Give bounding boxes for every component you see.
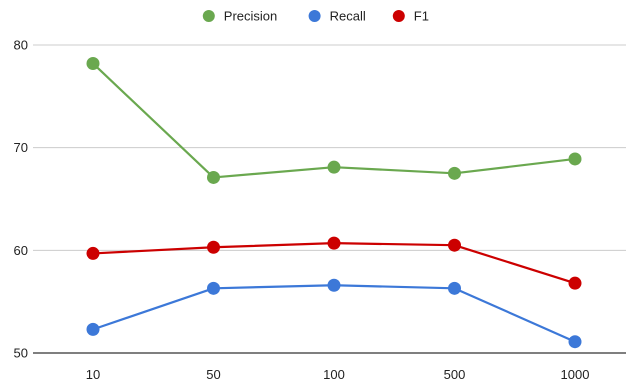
series-line (92, 284, 576, 343)
legend-marker (202, 10, 215, 22)
data-point[interactable] (207, 240, 220, 254)
legend-item-f1[interactable]: F1 (392, 9, 429, 24)
data-point[interactable] (448, 281, 461, 295)
data-point[interactable] (207, 281, 220, 295)
y-tick-label: 50 (14, 346, 28, 361)
series-recall (86, 278, 582, 349)
legend-item-precision[interactable]: Precision (202, 9, 277, 24)
x-tick-label: 100 (323, 367, 345, 382)
gridlines (33, 44, 626, 251)
legend-label: Recall (330, 9, 366, 24)
data-point[interactable] (86, 322, 100, 336)
y-tick-label: 60 (14, 243, 28, 258)
x-tick-label: 500 (444, 367, 466, 382)
series-f1 (86, 236, 582, 290)
data-point[interactable] (207, 170, 220, 184)
legend-marker (308, 10, 321, 22)
legend-marker (392, 10, 405, 22)
x-tick-label: 1000 (561, 367, 590, 382)
data-point[interactable] (568, 335, 582, 349)
data-point[interactable] (86, 246, 100, 260)
data-point[interactable] (86, 56, 100, 70)
x-tick-label: 10 (86, 367, 100, 382)
legend-label: Precision (224, 9, 277, 24)
y-tick-label: 70 (14, 140, 28, 155)
series-lines (86, 56, 582, 349)
data-point[interactable] (448, 238, 461, 252)
data-point[interactable] (327, 278, 341, 292)
x-tick-label: 50 (206, 367, 220, 382)
data-point[interactable] (327, 160, 341, 174)
legend-label: F1 (414, 9, 429, 24)
data-point[interactable] (327, 236, 341, 250)
series-line (92, 62, 576, 179)
legend: Precision Recall F1 (202, 9, 429, 24)
data-point[interactable] (568, 276, 582, 290)
y-tick-label: 80 (14, 38, 28, 53)
data-point[interactable] (448, 166, 461, 180)
axes: 50 60 70 80 10 50 100 500 1000 (14, 38, 626, 382)
series-precision (86, 56, 582, 184)
data-point[interactable] (568, 152, 582, 166)
legend-item-recall[interactable]: Recall (308, 9, 366, 24)
